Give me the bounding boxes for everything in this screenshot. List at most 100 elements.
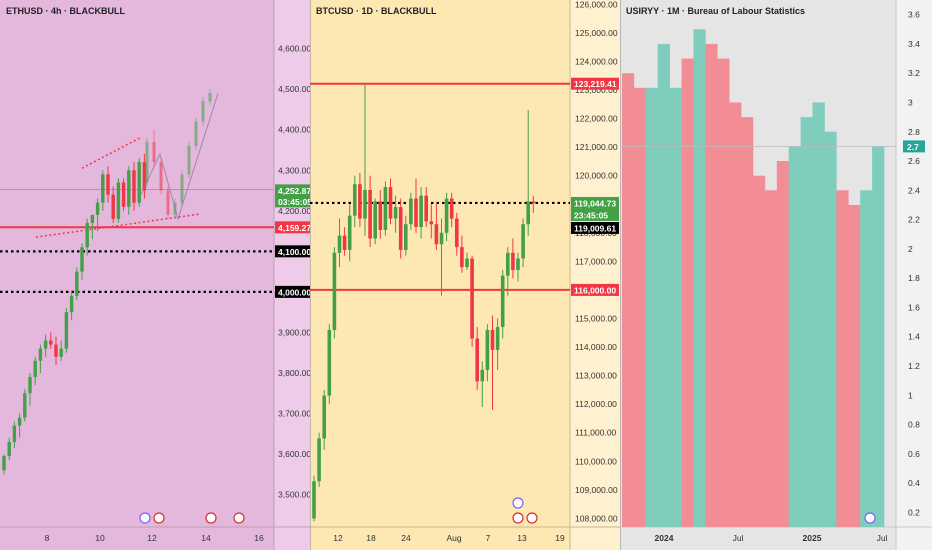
btc-candle [312,481,316,519]
btc-chart-panel[interactable]: 108,000.00 109,000.00 110,000.00 111,000.00… [310,0,620,550]
eth-candle [106,174,110,195]
btc-candle [342,235,347,250]
eth-candle [38,348,43,361]
btc-y-tick-label: 112,000.00 [575,399,617,409]
usiryy-bar [729,102,742,527]
eth-price-label-4000: 4,000.00 [278,287,310,297]
btc-candle [434,224,439,245]
eth-candle [2,456,6,471]
btc-candle [485,329,490,370]
btc-x-tick-label: 24 [401,533,411,543]
eth-price-label-resistance-bg [275,221,310,234]
usiryy-y-tick-label: 3 [908,97,913,107]
eth-price-label-4000-bg [275,285,310,298]
btc-candle [465,258,469,268]
usiryy-y-tick-label: 0.4 [908,478,920,488]
btc-candle [358,184,362,219]
usiryy-chart-panel[interactable]: 0.2 0.4 0.6 0.8 1 1.2 1.4 1.6 1.8 2 2.2 2.4 2.6 2.8 3 3… [620,0,932,550]
eth-y-tick-label: 3,700.00 [278,408,310,418]
usiryy-bar [824,131,837,527]
btc-candle [388,187,393,219]
btc-background [310,0,620,550]
btc-y-tick-label: 122,000.00 [575,114,618,124]
usiryy-y-tick-label: 3.2 [908,68,920,78]
btc-chart-title: BTCUSD · 1D · BLACKBULL [316,6,437,16]
btc-y-tick-label: 125,000.00 [575,28,618,38]
btc-candle [475,338,479,382]
btc-y-tick-label: 123,000.00 [575,85,618,95]
btc-candle [353,184,357,216]
btc-candle [455,218,459,248]
btc-event-marker [512,497,524,509]
eth-candle [17,417,22,426]
usiryy-bar [836,190,849,528]
btc-x-tick-label: 19 [555,533,565,543]
eth-channel-bottom-line [35,213,201,238]
eth-price-label-current-bg [275,184,310,197]
eth-projection-candle [187,145,191,175]
usiryy-bar [788,146,801,527]
btc-y-tick-label: 114,000.00 [575,342,617,352]
eth-chart-panel[interactable]: 3,500.00 3,600.00 3,700.00 3,800.00 3,900.00… [0,0,310,550]
eth-x-tick-label: 8 [45,533,50,543]
btc-y-tick-label: 117,000.00 [575,256,617,266]
btc-candle [495,327,500,350]
eth-channel-top-line [81,137,141,169]
usiryy-bar [753,175,766,527]
btc-candle [439,232,444,245]
btc-candle [347,215,352,250]
btc-candle [511,252,515,270]
usiryy-y-tick-label: 0.2 [908,507,920,517]
usiryy-bar [872,146,885,527]
eth-candle [121,182,126,207]
eth-candle [23,393,27,418]
usiryy-bar [681,58,694,528]
btc-candle [429,221,434,225]
eth-candle [69,295,74,313]
usiryy-bar [622,73,635,527]
usiryy-bar [764,190,778,528]
usiryy-bar [693,29,706,528]
usiryy-price-scale-bg [896,0,932,550]
eth-projection-candle [159,162,163,191]
btc-candle [332,252,337,330]
eth-candle [64,312,69,349]
usiryy-bar [860,190,873,528]
btc-event-marker [526,512,538,524]
eth-candle [132,170,136,203]
btc-candle [409,198,413,225]
usiryy-y-tick-label: 2 [908,244,913,254]
eth-candle [75,271,79,296]
usiryy-y-tick-label: 2.4 [908,185,920,195]
btc-candle [531,201,536,203]
usiryy-x-tick-label: 2024 [655,533,674,543]
eth-candle [7,441,11,457]
usiryy-x-tick-label: Jul [877,533,888,543]
eth-x-tick-label: 12 [147,533,157,543]
eth-candle [28,377,32,394]
btc-candle [398,207,403,250]
btc-candle [470,258,474,339]
eth-price-scale-bg [274,0,310,550]
btc-candle [368,189,372,239]
usiryy-bar [741,117,754,527]
eth-candle [49,340,53,345]
eth-price-label-countdown-bg [275,195,310,208]
eth-y-tick-label: 4,400.00 [278,125,310,135]
eth-candle [137,162,141,203]
eth-price-label-current: 4,252.87 [278,186,310,196]
eth-candle [43,340,48,349]
usiryy-y-tick-label: 1.4 [908,332,920,342]
usiryy-y-tick-label: 1.8 [908,273,920,283]
btc-price-label-support: 116,000.00 [574,285,616,295]
eth-candle [59,348,63,357]
btc-candle [526,201,530,225]
eth-event-marker [233,512,245,524]
eth-candle [116,182,121,219]
eth-candle [54,344,58,357]
usiryy-x-tick-label: 2025 [803,533,822,543]
btc-candle [521,224,525,259]
eth-y-tick-label: 4,500.00 [278,84,310,94]
btc-candle [383,187,388,230]
usiryy-y-tick-label: 3.6 [908,10,920,20]
